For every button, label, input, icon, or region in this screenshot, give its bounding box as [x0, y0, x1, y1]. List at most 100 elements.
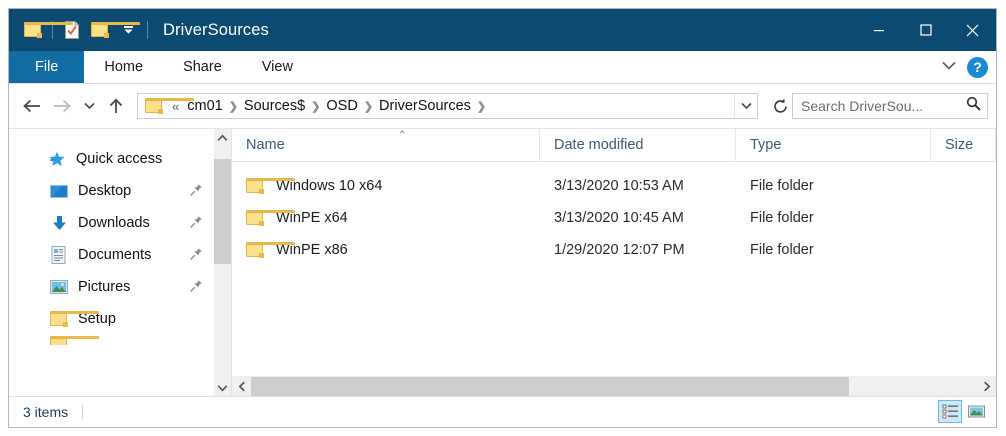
- file-date-cell: 3/13/2020 10:53 AM: [554, 178, 684, 194]
- breadcrumb-separator-2[interactable]: ❯: [311, 100, 321, 113]
- table-row[interactable]: WinPE x64 3/13/2020 10:45 AM File folder: [232, 202, 996, 234]
- scroll-right-arrow-icon[interactable]: [977, 377, 996, 396]
- sidebar-item-label: Documents: [78, 247, 152, 263]
- scroll-left-arrow-icon[interactable]: [232, 377, 251, 396]
- column-header-size[interactable]: Size: [931, 129, 996, 161]
- navigation-list: Quick access Desktop: [9, 129, 231, 345]
- folder-icon: [246, 242, 295, 258]
- sidebar-item-pictures[interactable]: Pictures: [9, 271, 231, 303]
- qat-separator-1: [52, 21, 53, 39]
- item-count-label: 3 items: [23, 404, 69, 420]
- pictures-icon: [49, 278, 69, 296]
- column-headers: ⌃ Name Date modified Type Size: [232, 129, 996, 162]
- search-input[interactable]: Search DriverSou...: [801, 98, 924, 114]
- file-list: Windows 10 x64 3/13/2020 10:53 AM File f…: [232, 162, 996, 376]
- tab-view[interactable]: View: [261, 59, 293, 75]
- main-area: Quick access Desktop: [9, 128, 996, 396]
- breadcrumb-separator-4[interactable]: ❯: [476, 100, 487, 113]
- search-icon[interactable]: [966, 96, 981, 116]
- folder-icon: [246, 178, 295, 194]
- pin-icon[interactable]: [189, 247, 203, 265]
- sidebar-item-quick-access[interactable]: Quick access: [9, 143, 231, 175]
- scroll-down-arrow-icon[interactable]: [214, 379, 231, 396]
- sidebar-item-partial[interactable]: [9, 335, 231, 345]
- breadcrumb-item-cm01[interactable]: cm01: [187, 98, 223, 114]
- document-icon: [49, 246, 69, 264]
- recent-locations-chevron-icon[interactable]: [77, 91, 101, 121]
- pin-icon[interactable]: [189, 279, 203, 297]
- file-name-cell[interactable]: Windows 10 x64: [232, 178, 540, 194]
- sidebar-item-documents[interactable]: Documents: [9, 239, 231, 271]
- breadcrumb-item-sources[interactable]: Sources$: [243, 98, 306, 114]
- scroll-up-arrow-icon[interactable]: [214, 129, 231, 146]
- breadcrumb-separator-1[interactable]: ❯: [228, 100, 238, 113]
- breadcrumb[interactable]: « cm01 ❯ Sources$ ❯ OSD ❯ DriverSources …: [137, 93, 758, 119]
- up-button[interactable]: [101, 91, 131, 121]
- title-bar: DriverSources: [9, 9, 996, 51]
- breadcrumb-item-driversources[interactable]: DriverSources: [379, 98, 471, 114]
- sidebar-item-downloads[interactable]: Downloads: [9, 207, 231, 239]
- status-bar: 3 items: [9, 396, 996, 427]
- sidebar-item-label: Pictures: [78, 279, 131, 295]
- qat-new-folder-icon[interactable]: [86, 16, 140, 44]
- minimize-button[interactable]: [855, 9, 902, 51]
- view-toggle-buttons: [938, 400, 988, 423]
- file-type-cell: File folder: [750, 242, 814, 258]
- forward-button[interactable]: [47, 91, 77, 121]
- quick-access-toolbar: [9, 16, 153, 44]
- sidebar-item-setup[interactable]: Setup: [9, 303, 231, 335]
- breadcrumb-item-osd[interactable]: OSD: [326, 98, 358, 114]
- sidebar-item-label: Setup: [78, 311, 116, 327]
- horizontal-scrollbar[interactable]: [232, 376, 996, 396]
- horizontal-scrollbar-thumb[interactable]: [251, 377, 849, 396]
- sidebar-item-label: Downloads: [78, 215, 150, 231]
- back-button[interactable]: [17, 91, 47, 121]
- ribbon-collapse-chevron-icon[interactable]: [941, 58, 957, 76]
- file-type-cell: File folder: [750, 178, 814, 194]
- file-type-cell: File folder: [750, 210, 814, 226]
- navigation-pane: Quick access Desktop: [9, 129, 231, 396]
- file-name-text: WinPE x86: [276, 242, 348, 258]
- desktop-icon: [49, 182, 69, 200]
- tab-home[interactable]: Home: [104, 59, 144, 75]
- help-button[interactable]: ?: [967, 56, 988, 78]
- tab-share[interactable]: Share: [183, 59, 222, 75]
- sidebar-item-desktop[interactable]: Desktop: [9, 175, 231, 207]
- file-date-cell: 3/13/2020 10:45 AM: [554, 210, 684, 226]
- scrollbar-thumb[interactable]: [214, 159, 231, 264]
- column-header-date-modified[interactable]: Date modified: [540, 129, 736, 161]
- column-header-type[interactable]: Type: [736, 129, 931, 161]
- search-box[interactable]: Search DriverSou...: [792, 93, 988, 119]
- window-title: DriverSources: [163, 20, 269, 39]
- close-button[interactable]: [949, 9, 996, 51]
- breadcrumb-separator-3[interactable]: ❯: [363, 100, 374, 113]
- qat-customize-chevron-icon[interactable]: [114, 16, 142, 44]
- pin-icon[interactable]: [189, 215, 203, 233]
- file-explorer-window: DriverSources File Home Share View ?: [8, 8, 997, 428]
- maximize-button[interactable]: [902, 9, 949, 51]
- pin-icon[interactable]: [189, 183, 203, 201]
- breadcrumb-folder-icon: [143, 98, 194, 114]
- file-name-cell[interactable]: WinPE x86: [232, 242, 540, 258]
- nav-pane-scrollbar[interactable]: [213, 129, 231, 396]
- refresh-button[interactable]: [768, 94, 792, 118]
- sidebar-item-label: Desktop: [78, 183, 132, 199]
- status-separator: [82, 405, 84, 419]
- folder-icon: [246, 210, 295, 226]
- column-header-name[interactable]: Name: [232, 129, 540, 161]
- star-icon: [47, 150, 67, 168]
- large-icons-view-button[interactable]: [964, 400, 988, 423]
- sidebar-item-label: Quick access: [76, 151, 163, 167]
- qat-folder-icon[interactable]: [19, 16, 73, 44]
- details-view-button[interactable]: [938, 400, 962, 423]
- qat-properties-icon[interactable]: [58, 16, 86, 44]
- table-row[interactable]: WinPE x86 1/29/2020 12:07 PM File folder: [232, 234, 996, 266]
- file-name-cell[interactable]: WinPE x64: [232, 210, 540, 226]
- breadcrumb-dropdown-chevron-icon[interactable]: [734, 94, 757, 118]
- file-name-text: Windows 10 x64: [276, 178, 383, 194]
- ribbon-right-controls: ?: [941, 51, 988, 83]
- sort-ascending-icon: ⌃: [398, 130, 407, 141]
- breadcrumb-root-prefix[interactable]: «: [172, 98, 180, 114]
- table-row[interactable]: Windows 10 x64 3/13/2020 10:53 AM File f…: [232, 170, 996, 202]
- tab-file[interactable]: File: [9, 51, 85, 83]
